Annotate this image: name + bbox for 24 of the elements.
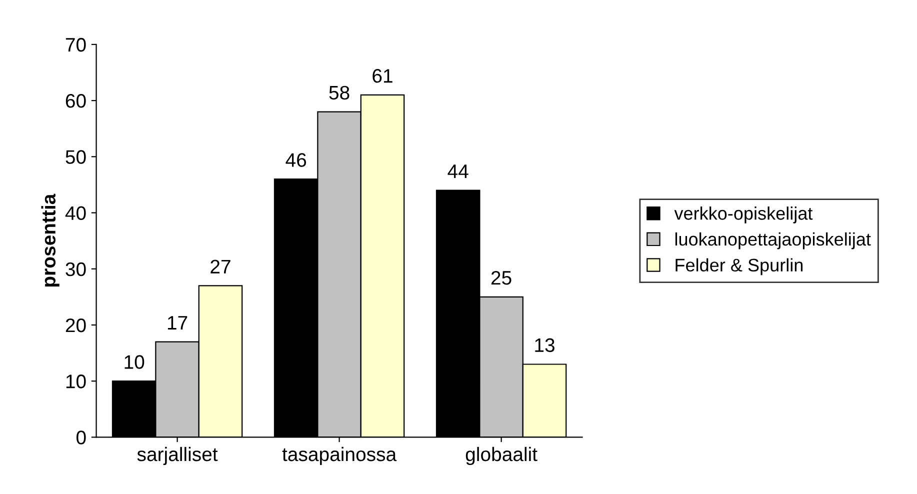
y-tick-label: 0	[76, 430, 86, 444]
legend-label: verkko-opiskelijat	[674, 206, 813, 224]
data-label: 25	[491, 270, 512, 285]
y-tick-label: 30	[66, 262, 86, 276]
y-tick-label: 20	[66, 318, 86, 332]
x-tick-label: sarjalliset	[137, 446, 218, 466]
y-tick-label: 40	[65, 206, 86, 220]
data-label: 44	[448, 164, 468, 178]
y-tick-label: 50	[66, 150, 86, 164]
data-label: 17	[168, 316, 188, 330]
data-label: 61	[372, 69, 392, 83]
y-axis-title: prosenttia	[41, 194, 60, 287]
data-label: 27	[210, 260, 230, 274]
data-label: 58	[329, 86, 350, 100]
legend-label: luokanopettajaopiskelijat	[675, 232, 871, 250]
data-label: 13	[535, 338, 554, 352]
y-tick-label: 60	[66, 94, 86, 108]
y-tick-label: 10	[66, 374, 86, 388]
data-label: 46	[286, 153, 306, 167]
data-label: 10	[124, 355, 144, 369]
legend-label: Felder & Spurlin	[676, 258, 803, 276]
x-tick-label: globaalit	[466, 446, 538, 466]
x-tick-label: tasapainossa	[282, 446, 397, 466]
y-tick-label: 70	[66, 38, 86, 52]
